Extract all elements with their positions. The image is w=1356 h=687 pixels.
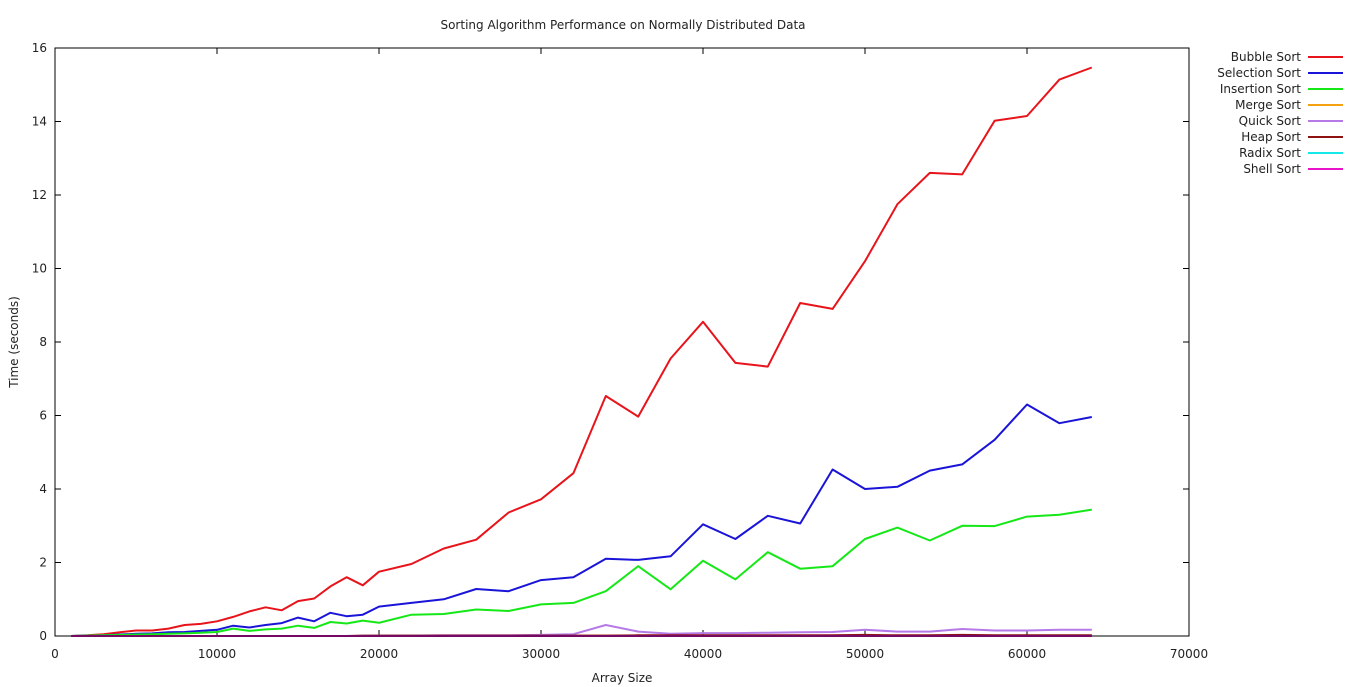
chart-title: Sorting Algorithm Performance on Normall… [440,18,805,32]
x-tick-label: 40000 [684,647,722,661]
y-tick-label: 10 [32,262,47,276]
legend-label: Bubble Sort [1231,50,1301,64]
legend-label: Quick Sort [1239,114,1302,128]
y-tick-label: 6 [39,409,47,423]
y-tick-label: 2 [39,556,47,570]
series-line-insertion-sort [71,508,1092,637]
series-line-selection-sort [71,403,1092,637]
legend-label: Shell Sort [1243,162,1301,176]
plot-frame [54,47,1190,637]
y-tick-label: 0 [39,629,47,643]
x-tick-label: 60000 [1008,647,1046,661]
legend-label: Merge Sort [1235,98,1301,112]
x-tick-label: 70000 [1170,647,1208,661]
legend-label: Selection Sort [1217,66,1301,80]
y-tick-label: 14 [32,115,47,129]
y-tick-label: 16 [32,41,47,55]
x-tick-label: 20000 [360,647,398,661]
legend-label: Radix Sort [1239,146,1301,160]
y-axis-label: Time (seconds) [7,296,21,389]
x-axis-label: Array Size [592,671,653,685]
legend-label: Heap Sort [1241,130,1301,144]
x-tick-label: 30000 [522,647,560,661]
x-tick-label: 0 [51,647,59,661]
legend: Bubble Sort Selection Sort Insertion Sort M… [1217,50,1343,176]
y-tick-label: 12 [32,188,47,202]
y-tick-label: 8 [39,335,47,349]
x-tick-label: 50000 [846,647,884,661]
x-tick-label: 10000 [198,647,236,661]
legend-label: Insertion Sort [1220,82,1301,96]
axis-ticks: 0 10000 20000 30000 40000 50000 60000 70000 0 2 4 6… [32,41,1208,661]
y-tick-label: 4 [39,482,47,496]
series-line-bubble-sort [71,66,1093,637]
